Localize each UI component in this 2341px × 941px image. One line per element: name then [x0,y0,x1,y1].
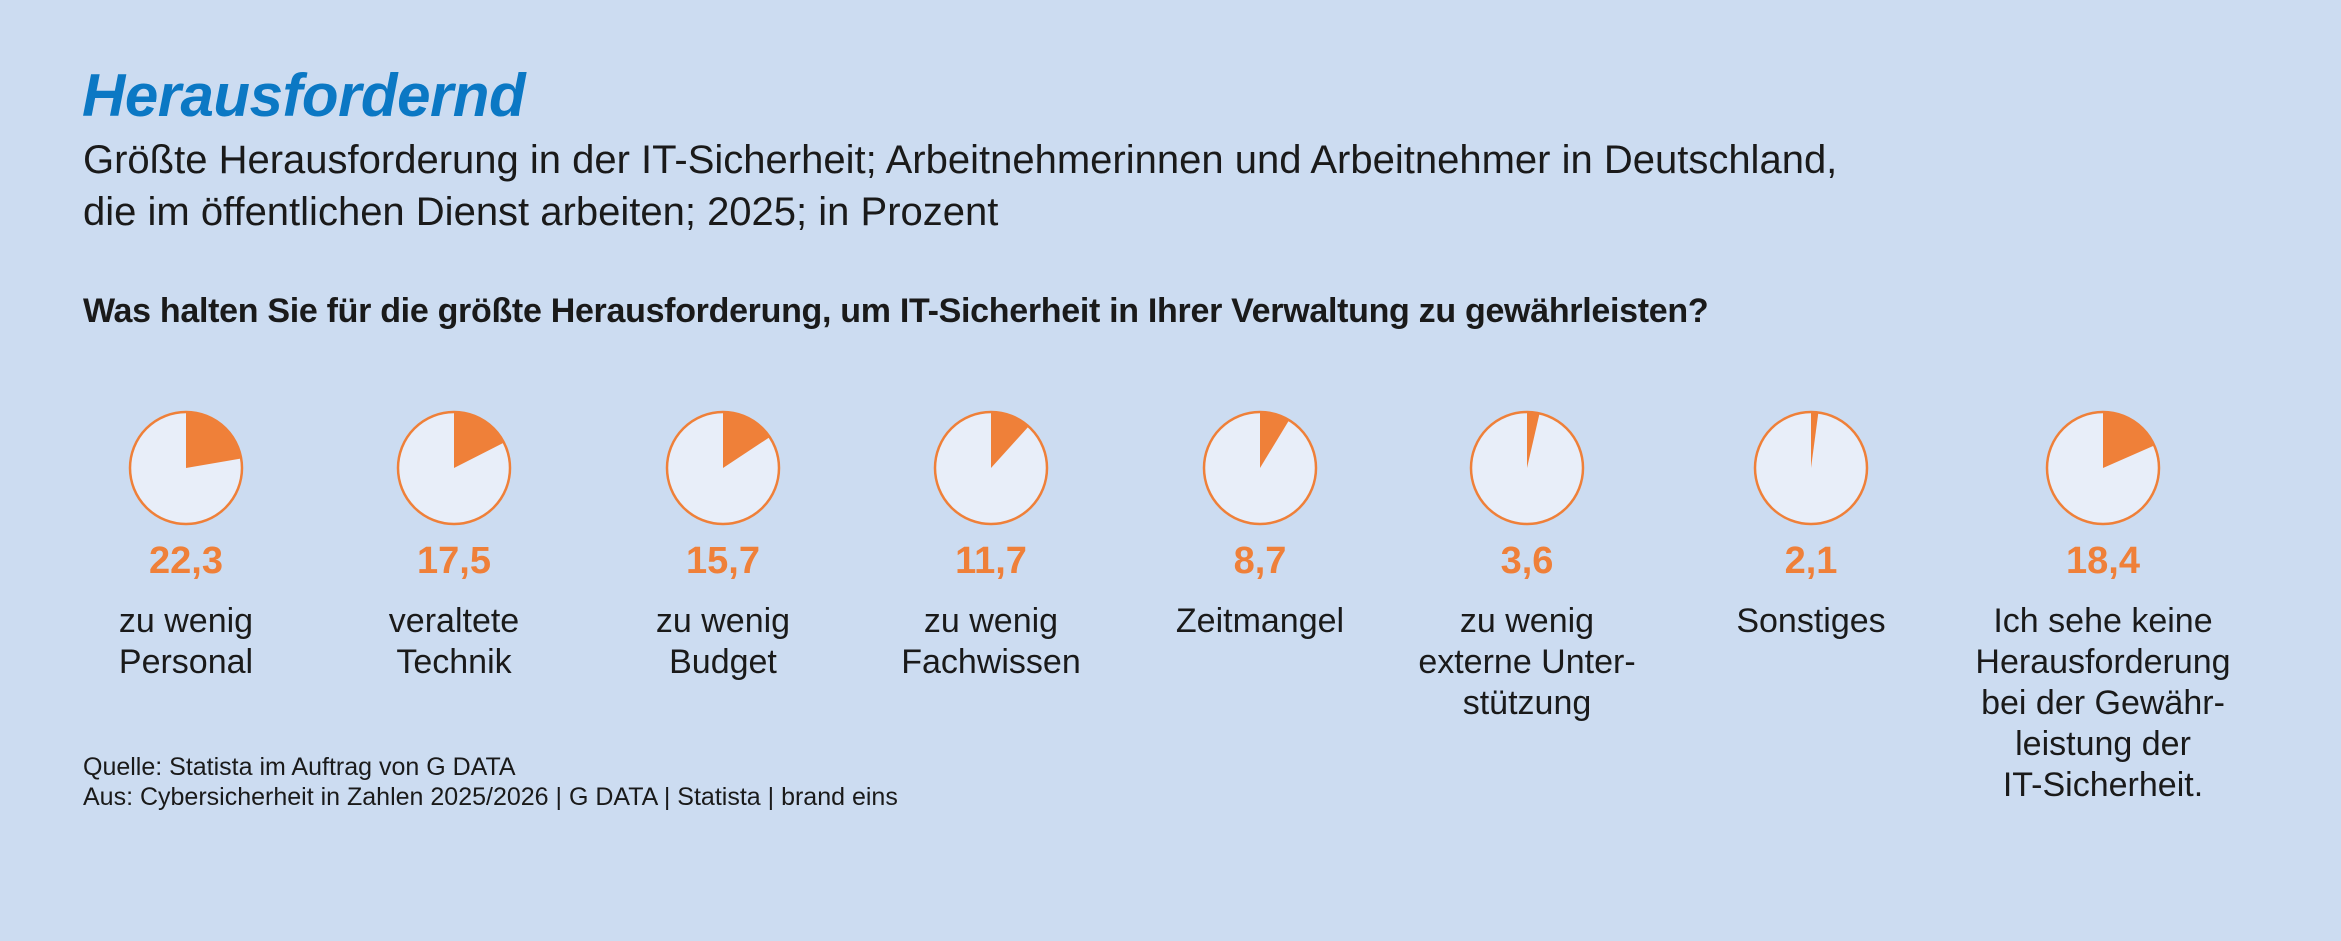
pie-4 [933,410,1049,526]
value-label: 17,5 [417,540,491,582]
pie-slice [1260,412,1290,468]
chart-subtitle: Größte Herausforderung in der IT-Sicherh… [83,134,2183,238]
category-label-line: stützung [1462,684,1592,722]
value-label: 15,7 [686,540,760,582]
pie-slice [991,412,1029,468]
category-label: Ich sehe keine Herausforderung bei der Gew… [1953,601,2253,806]
chart-title: Herausfordernd [82,62,526,129]
source-note: Quelle: Statista im Auftrag von G DATA A… [83,752,898,812]
pie-2 [396,410,512,526]
category-label-line: Ich sehe keine [1993,602,2213,640]
value-label: 3,6 [1500,540,1554,582]
category-label-line: Technik [396,643,512,681]
pie-slice [1811,412,1819,468]
category-label-line: Herausforderung [1975,643,2231,681]
value-label: 18,4 [2066,540,2140,582]
pie-slice [723,412,770,468]
category-label-line: Budget [669,643,777,681]
category-label-line: zu wenig [655,602,791,640]
pie-6 [1469,410,1585,526]
category-label-line: IT-Sicherheit. [2002,766,2204,804]
category-label-line: Zeitmangel [1175,602,1345,640]
category-label-line: zu wenig [118,602,254,640]
category-label-line: Personal [118,643,254,681]
category-label-line: veraltete [388,602,520,640]
pie-slice [186,412,242,468]
subtitle-line-2: die im öffentlichen Dienst arbeiten; 202… [83,190,999,234]
value-label: 11,7 [955,540,1027,582]
category-label-line: leistung der [2015,725,2191,763]
pie-1 [128,410,244,526]
category-label-line: zu wenig [1459,602,1595,640]
pie-slice [1527,412,1540,468]
value-label: 8,7 [1233,540,1287,582]
category-label-line: Sonstiges [1736,602,1886,640]
subtitle-line-1: Größte Herausforderung in der IT-Sicherh… [83,138,1838,182]
value-label: 22,3 [149,540,223,582]
pie-slice [2103,412,2155,468]
category-label-line: externe Unter- [1418,643,1636,681]
pie-5 [1202,410,1318,526]
value-label: 2,1 [1784,540,1838,582]
category-label: zu wenig Budget [573,601,873,683]
category-label-line: bei der Gewähr- [1981,684,2225,722]
category-label: zu wenig Personal [36,601,336,683]
category-label: Zeitmangel [1110,601,1410,642]
category-label-line: Fachwissen [901,643,1081,681]
survey-question: Was halten Sie für die größte Herausford… [83,292,1709,330]
category-label: zu wenig Fachwissen [841,601,1141,683]
pie-3 [665,410,781,526]
category-label-line: zu wenig [923,602,1059,640]
pie-7 [1753,410,1869,526]
pie-slice [454,412,504,468]
source-line-2: Aus: Cybersicherheit in Zahlen 2025/2026… [83,783,898,811]
category-label: Sonstiges [1661,601,1961,642]
pie-8 [2045,410,2161,526]
category-label: veraltete Technik [304,601,604,683]
source-line-1: Quelle: Statista im Auftrag von G DATA [83,753,516,781]
category-label: zu wenig externe Unter-stützung [1377,601,1677,724]
